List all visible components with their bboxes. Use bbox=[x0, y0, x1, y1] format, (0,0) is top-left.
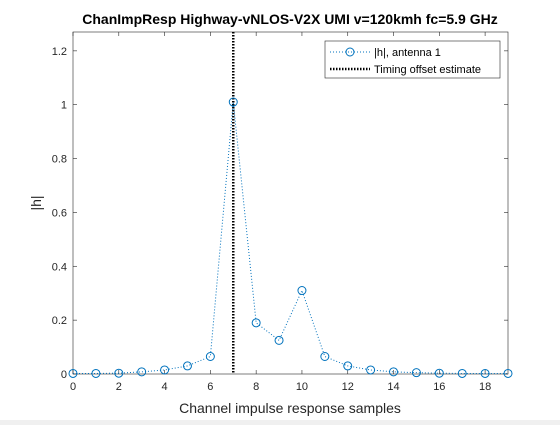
data-point bbox=[68, 368, 78, 378]
x-tick-label: 14 bbox=[387, 381, 399, 393]
x-tick-label: 4 bbox=[162, 381, 168, 393]
y-tick-label: 1 bbox=[61, 100, 67, 112]
data-point bbox=[503, 368, 513, 378]
data-point bbox=[343, 361, 353, 371]
x-tick-label: 12 bbox=[342, 381, 354, 393]
x-tick-label: 8 bbox=[253, 381, 259, 393]
y-tick-label: 0 bbox=[61, 369, 67, 381]
x-tick-label: 10 bbox=[296, 381, 308, 393]
x-tick-label: 6 bbox=[207, 381, 213, 393]
data-point bbox=[137, 367, 147, 377]
y-tick-label: 0.6 bbox=[52, 207, 67, 219]
data-point bbox=[160, 365, 170, 375]
legend-box bbox=[324, 40, 501, 79]
data-point bbox=[480, 368, 490, 378]
data-point bbox=[457, 368, 467, 378]
legend: |h|, antenna 1 Timing offset estimate bbox=[324, 40, 501, 79]
data-point bbox=[297, 286, 307, 296]
x-tick-label: 18 bbox=[479, 381, 491, 393]
data-point bbox=[411, 368, 421, 378]
data-point bbox=[205, 351, 215, 361]
axes: 0 2 4 6 8 10 12 14 16 18 0 0.2 0.4 0.6 0.8 1 1.2 bbox=[52, 31, 509, 393]
legend-series-label: |h|, antenna 1 bbox=[374, 47, 441, 59]
axes-box bbox=[72, 31, 509, 375]
data-point bbox=[251, 318, 261, 328]
data-point bbox=[228, 97, 238, 107]
legend-series-marker bbox=[345, 47, 355, 57]
y-tick-label: 0.2 bbox=[52, 315, 67, 327]
x-tick-label: 16 bbox=[433, 381, 445, 393]
legend-vline-label: Timing offset estimate bbox=[374, 64, 481, 76]
data-point bbox=[91, 368, 101, 378]
data-point bbox=[114, 368, 124, 378]
chart-title: ChanImpResp Highway-vNLOS-V2X UMI v=120k… bbox=[82, 11, 497, 27]
data-point bbox=[389, 367, 399, 377]
y-tick-label: 0.8 bbox=[52, 154, 67, 166]
y-tick-label: 1.2 bbox=[52, 46, 67, 58]
x-tick-label: 2 bbox=[116, 381, 122, 393]
x-tick-label: 0 bbox=[70, 381, 76, 393]
data-point bbox=[274, 335, 284, 345]
data-point bbox=[182, 361, 192, 371]
data-point bbox=[434, 368, 444, 378]
data-point bbox=[366, 365, 376, 375]
data-layer bbox=[68, 32, 513, 378]
data-point bbox=[320, 351, 330, 361]
plot-area bbox=[73, 32, 508, 374]
y-axis-label: |h| bbox=[28, 195, 44, 210]
x-axis-label: Channel impulse response samples bbox=[179, 400, 401, 416]
y-tick-label: 0.4 bbox=[52, 261, 67, 273]
